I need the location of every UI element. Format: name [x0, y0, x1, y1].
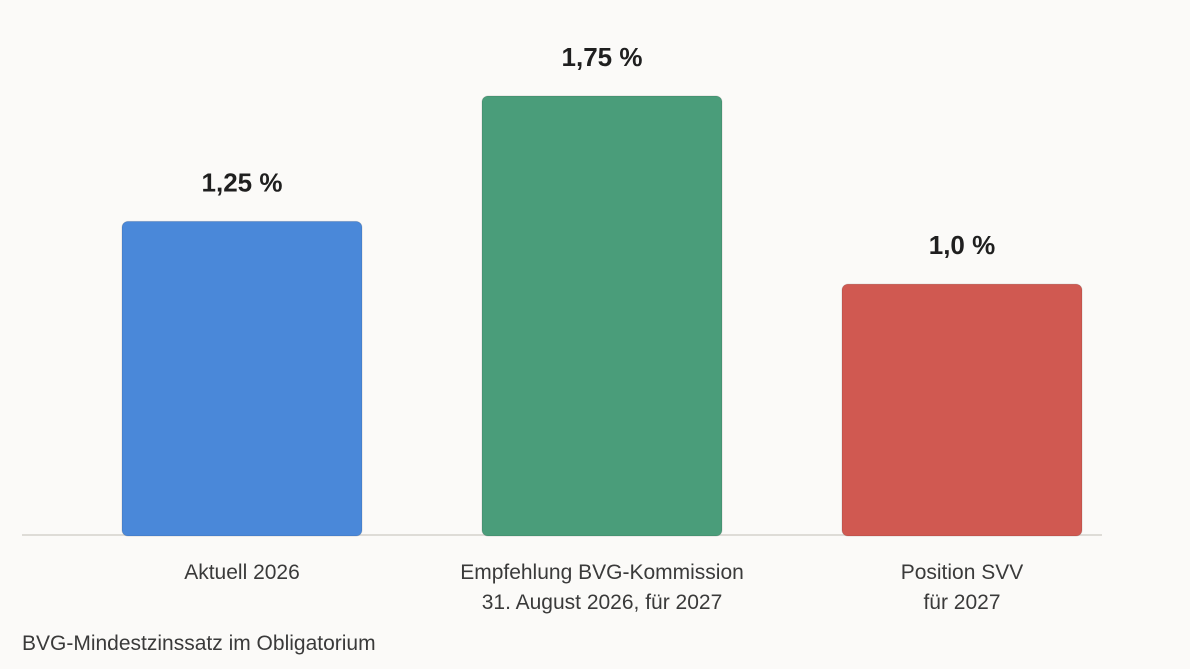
labels-group: 1,25 % Aktuell 2026 1,75 % Empfehlung BVG-K…: [184, 42, 1023, 614]
category-label-1-line-1: Aktuell 2026: [184, 561, 300, 584]
category-label-2-line-2: 31. August 2026, für 2027: [482, 591, 723, 614]
bar-1: [121, 220, 363, 537]
bar-2: [481, 95, 723, 537]
category-label-3-line-1: Position SVV: [901, 561, 1024, 584]
bars-group: [121, 95, 1083, 537]
value-label-1: 1,25 %: [202, 167, 283, 197]
chart-caption: BVG-Mindestzinssatz im Obligatorium: [22, 632, 376, 655]
value-label-3: 1,0 %: [929, 230, 996, 260]
category-label-3-line-2: für 2027: [923, 591, 1000, 614]
bar-3: [841, 283, 1083, 537]
category-label-2-line-1: Empfehlung BVG-Kommission: [460, 561, 744, 584]
value-label-2: 1,75 %: [562, 42, 643, 72]
